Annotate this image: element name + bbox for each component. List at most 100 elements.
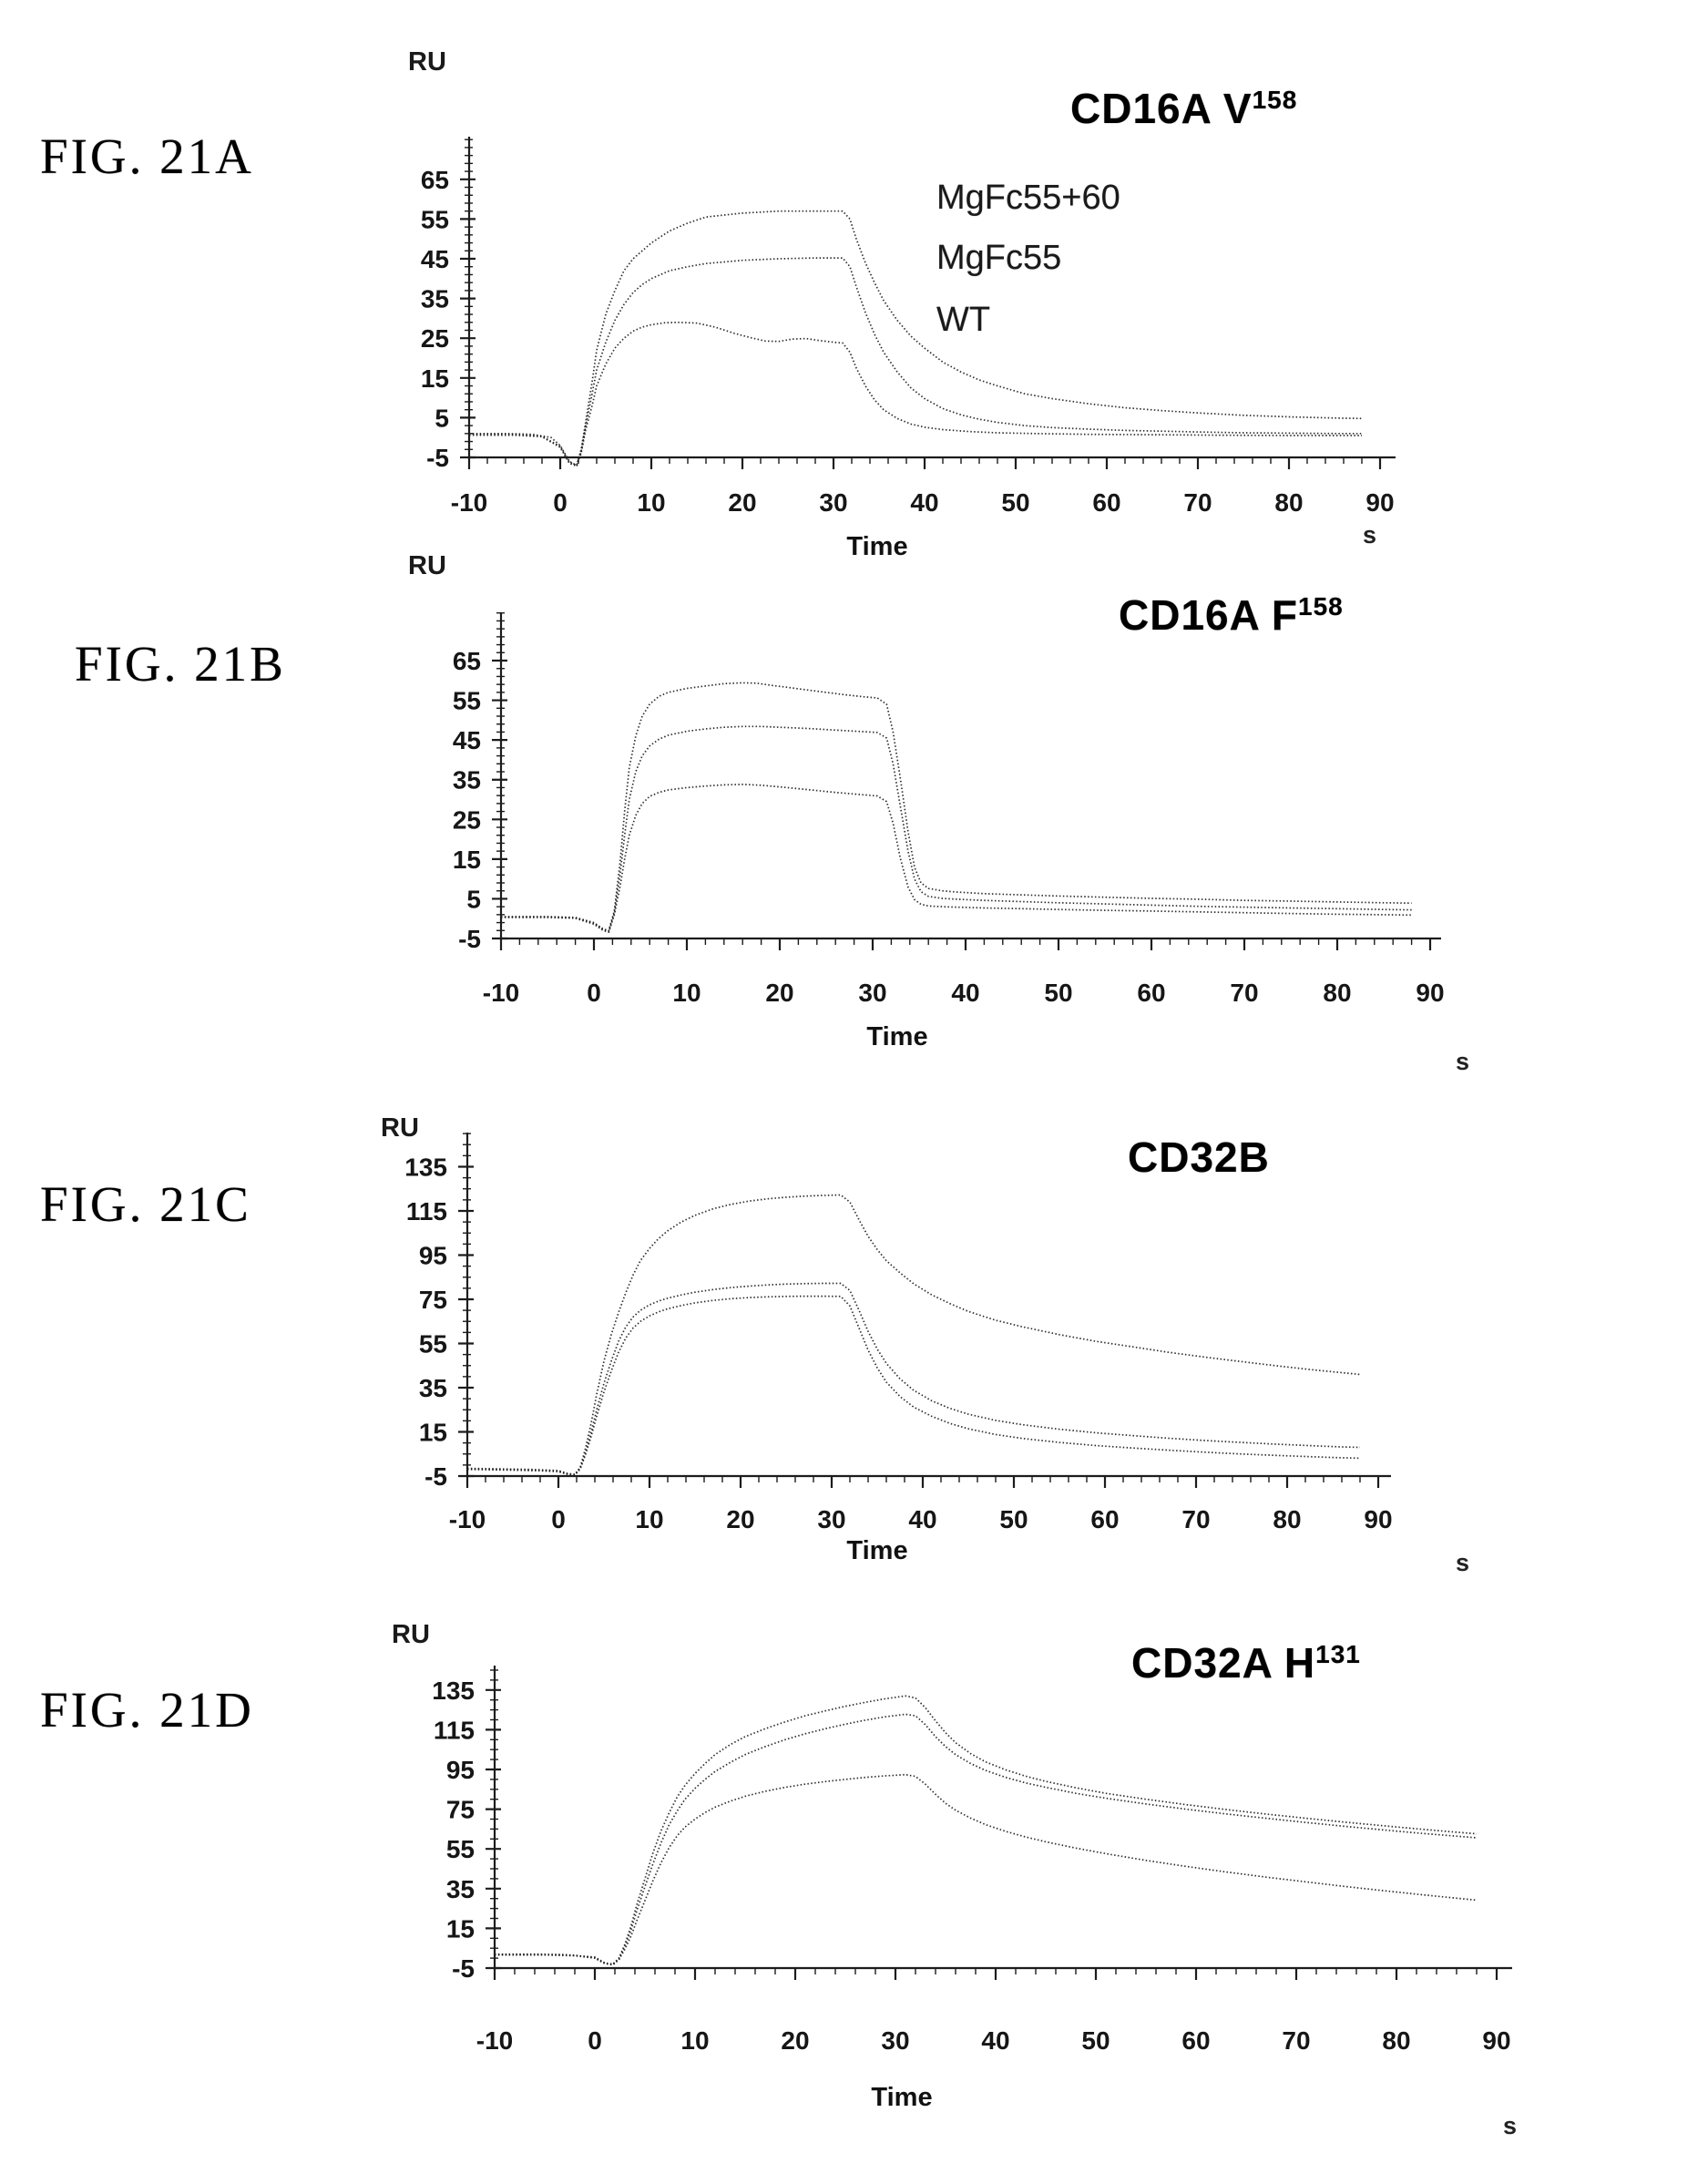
x-tick-label: 80 — [1323, 979, 1351, 1007]
chart-title-text: CD16A F — [1119, 591, 1298, 639]
y-tick-label: 55 — [419, 1330, 447, 1359]
y-axis-label-21b: RU — [408, 551, 446, 580]
x-unit-label-21b: s — [1456, 1048, 1470, 1075]
sensorgram-curve-MgFc55 — [469, 257, 1362, 467]
y-tick-label: 45 — [453, 726, 481, 754]
chart-title-text: CD16A V — [1070, 85, 1253, 132]
legend-item-mgfc55: MgFc55 — [936, 239, 1062, 277]
chart-title-21b: CD16A F158 — [1119, 590, 1344, 640]
x-tick-label: 50 — [999, 1505, 1028, 1533]
y-axis-label-21c: RU — [381, 1113, 419, 1143]
x-ticks: -10 0 10 20 30 40 50 60 70 80 90 — [483, 938, 1445, 1007]
x-tick-label: 90 — [1482, 2026, 1510, 2055]
x-tick-label: 40 — [981, 2026, 1009, 2055]
x-tick-label: 70 — [1181, 1505, 1210, 1533]
y-tick-label: 95 — [419, 1242, 447, 1270]
y-tick-label: 45 — [421, 245, 449, 273]
x-tick-label: 40 — [910, 488, 938, 517]
x-tick-label: 20 — [765, 979, 793, 1007]
x-tick-label: 0 — [551, 1505, 566, 1533]
x-tick-label: -10 — [449, 1505, 486, 1533]
x-axis-label-21b: Time — [866, 1022, 928, 1051]
sensorgram-curve-curve-2 — [466, 1282, 1361, 1476]
y-tick-label: 95 — [446, 1756, 475, 1784]
axis-lines — [467, 137, 1396, 459]
x-tick-label: -10 — [476, 2026, 513, 2055]
x-tick-label: 70 — [1230, 979, 1258, 1007]
x-tick-label: 50 — [1001, 488, 1029, 517]
x-tick-label: 40 — [951, 979, 979, 1007]
chart-title-21a: CD16A V158 — [1070, 84, 1297, 133]
x-tick-label: 50 — [1081, 2026, 1110, 2055]
sensorgram-curve-curve-2 — [495, 1713, 1478, 1966]
x-tick-label: 80 — [1273, 1505, 1301, 1533]
x-ticks: -10 0 10 20 30 40 50 60 70 80 90 — [476, 1968, 1511, 2055]
chart-title-superscript: 158 — [1298, 592, 1344, 620]
x-tick-label: 10 — [637, 488, 665, 517]
x-tick-label: 70 — [1183, 488, 1212, 517]
x-tick-label: 80 — [1274, 488, 1303, 517]
x-tick-label: 70 — [1282, 2026, 1310, 2055]
y-tick-label: 55 — [446, 1835, 475, 1863]
x-tick-label: 30 — [817, 1505, 845, 1533]
x-tick-label: 60 — [1090, 1505, 1119, 1533]
y-tick-label: 35 — [446, 1875, 475, 1903]
sensorgram-21A: -10 0 10 20 30 40 50 60 70 80 90 65 55 45 35 25 15 5 -5 — [421, 137, 1396, 517]
y-tick-label: 15 — [446, 1914, 475, 1943]
figure-label-21b: FIG. 21B — [75, 636, 286, 692]
y-tick-label: -5 — [452, 1954, 475, 1983]
y-tick-label: -5 — [426, 444, 449, 472]
y-tick-label: 115 — [434, 1716, 475, 1744]
y-tick-label: 65 — [453, 647, 481, 675]
y-tick-label: 15 — [453, 846, 481, 874]
y-tick-label: 15 — [419, 1419, 447, 1447]
x-ticks: -10 0 10 20 30 40 50 60 70 80 90 — [451, 457, 1395, 517]
chart-title-text: CD32B — [1128, 1133, 1270, 1181]
x-tick-label: 0 — [588, 2026, 602, 2055]
sensorgram-curve-curve-2 — [501, 725, 1412, 933]
x-tick-label: 30 — [858, 979, 886, 1007]
y-ticks: 135 115 95 75 55 35 15 -5 — [404, 1133, 474, 1491]
sensorgram-curve-WT — [469, 321, 1362, 467]
x-tick-label: 90 — [1364, 1505, 1392, 1533]
figure-label-21c: FIG. 21C — [40, 1176, 251, 1232]
y-tick-label: 25 — [453, 805, 481, 834]
x-tick-label: 80 — [1382, 2026, 1410, 2055]
sensorgram-21B: -10 0 10 20 30 40 50 60 70 80 90 65 55 45 35 25 15 5 -5 — [453, 612, 1445, 1007]
x-unit-label-21c: s — [1456, 1549, 1470, 1576]
y-tick-label: 55 — [421, 205, 449, 233]
x-tick-label: 10 — [672, 979, 701, 1007]
x-tick-label: 90 — [1416, 979, 1444, 1007]
y-tick-label: 65 — [421, 166, 449, 194]
y-tick-label: 25 — [421, 324, 449, 353]
x-tick-label: 60 — [1092, 488, 1120, 517]
x-unit-label-21a: s — [1363, 521, 1377, 549]
x-tick-label: 0 — [587, 979, 601, 1007]
x-axis-label-21c: Time — [846, 1536, 908, 1565]
y-tick-label: 5 — [466, 885, 481, 913]
x-unit-label-21d: s — [1503, 2112, 1518, 2139]
x-tick-label: -10 — [483, 979, 519, 1007]
chart-title-21d: CD32A H131 — [1131, 1638, 1361, 1687]
x-tick-label: 20 — [781, 2026, 809, 2055]
y-tick-label: -5 — [424, 1462, 447, 1491]
y-tick-label: 15 — [421, 364, 449, 393]
sensorgram-21D: -10 0 10 20 30 40 50 60 70 80 90 135 115 95 75 55 35 15 -5 — [432, 1666, 1512, 2055]
y-tick-label: 35 — [419, 1374, 447, 1402]
x-ticks: -10 0 10 20 30 40 50 60 70 80 90 — [449, 1476, 1393, 1533]
x-tick-label: 50 — [1044, 979, 1072, 1007]
y-tick-label: 5 — [435, 404, 449, 432]
sensorgram-curve-MgFc55+60 — [469, 210, 1363, 467]
y-axis-label-21d: RU — [392, 1620, 430, 1649]
x-tick-label: 20 — [728, 488, 756, 517]
x-axis-label-21a: Time — [846, 532, 908, 561]
chart-title-superscript: 131 — [1315, 1640, 1361, 1668]
legend-item-wt: WT — [936, 301, 991, 339]
x-tick-label: 10 — [635, 1505, 663, 1533]
chart-title-21c: CD32B — [1128, 1133, 1270, 1182]
sensorgram-curve-curve-1 — [501, 682, 1412, 932]
figure-label-21a: FIG. 21A — [40, 128, 254, 184]
axis-lines — [493, 1666, 1512, 1970]
